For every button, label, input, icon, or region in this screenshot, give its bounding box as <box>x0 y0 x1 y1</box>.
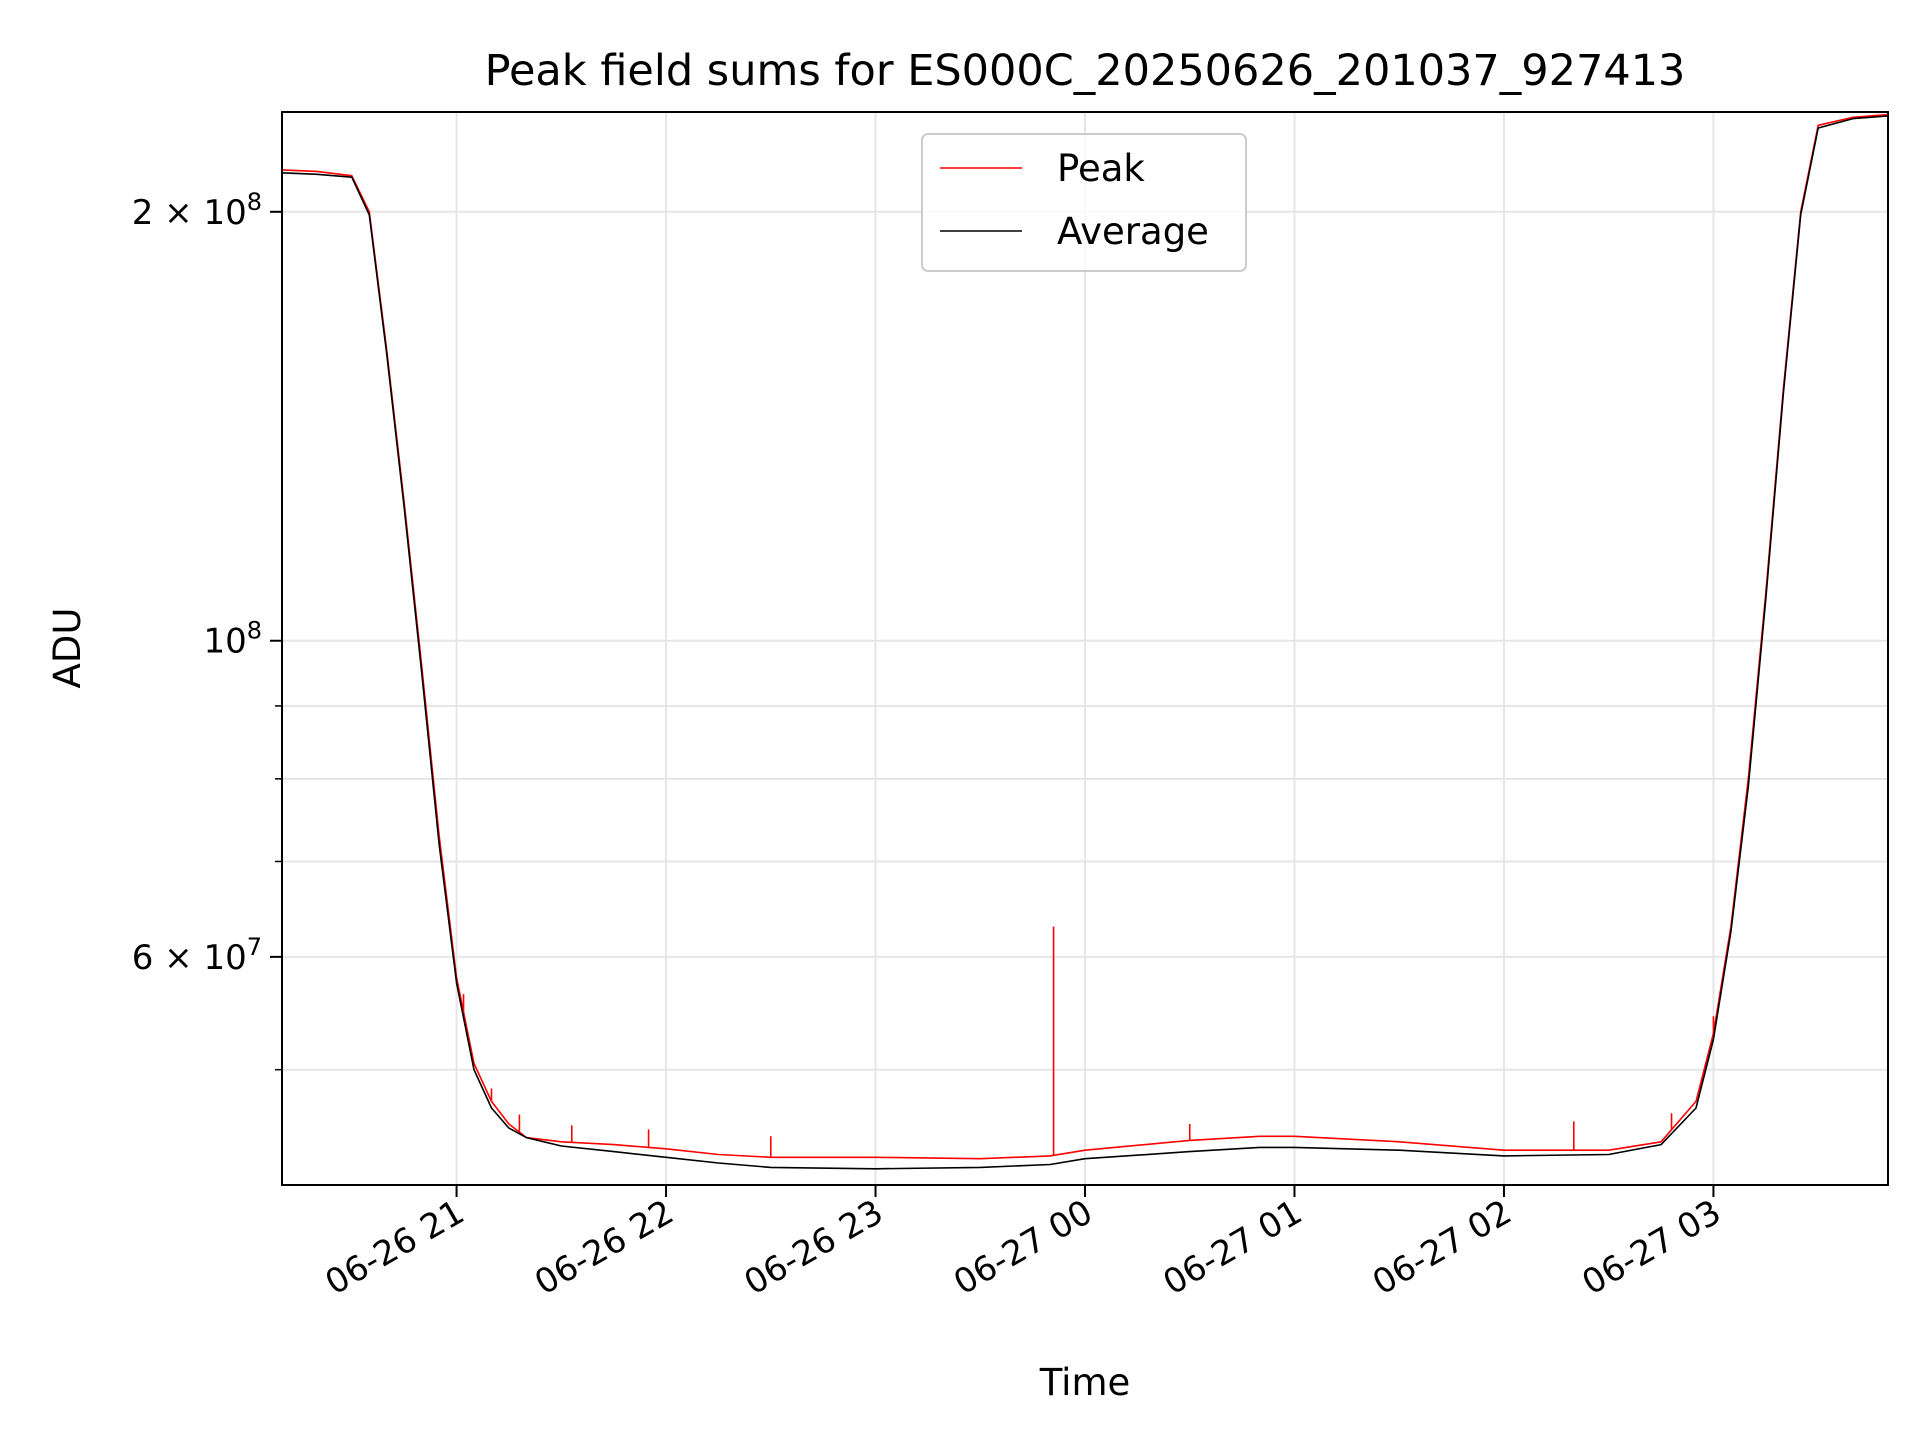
chart-title: Peak field sums for ES000C_20250626_2010… <box>485 46 1686 96</box>
legend-label-peak: Peak <box>1057 147 1145 190</box>
y-tick-label: 6 × 107 <box>132 933 262 978</box>
x-axis-label: Time <box>1039 1361 1131 1404</box>
grid-layer <box>282 112 1888 1185</box>
legend-label-average: Average <box>1057 210 1209 253</box>
y-axis-label: ADU <box>46 608 89 689</box>
y-tick-label: 108 <box>203 617 262 662</box>
series-line-average <box>281 115 1889 1170</box>
series-layer <box>281 113 1889 1170</box>
y-tick-label: 2 × 108 <box>132 188 262 233</box>
legend: Peak Average <box>921 133 1247 272</box>
y-axis-ticks: 2 × 108 108 6 × 107 <box>132 188 282 1071</box>
